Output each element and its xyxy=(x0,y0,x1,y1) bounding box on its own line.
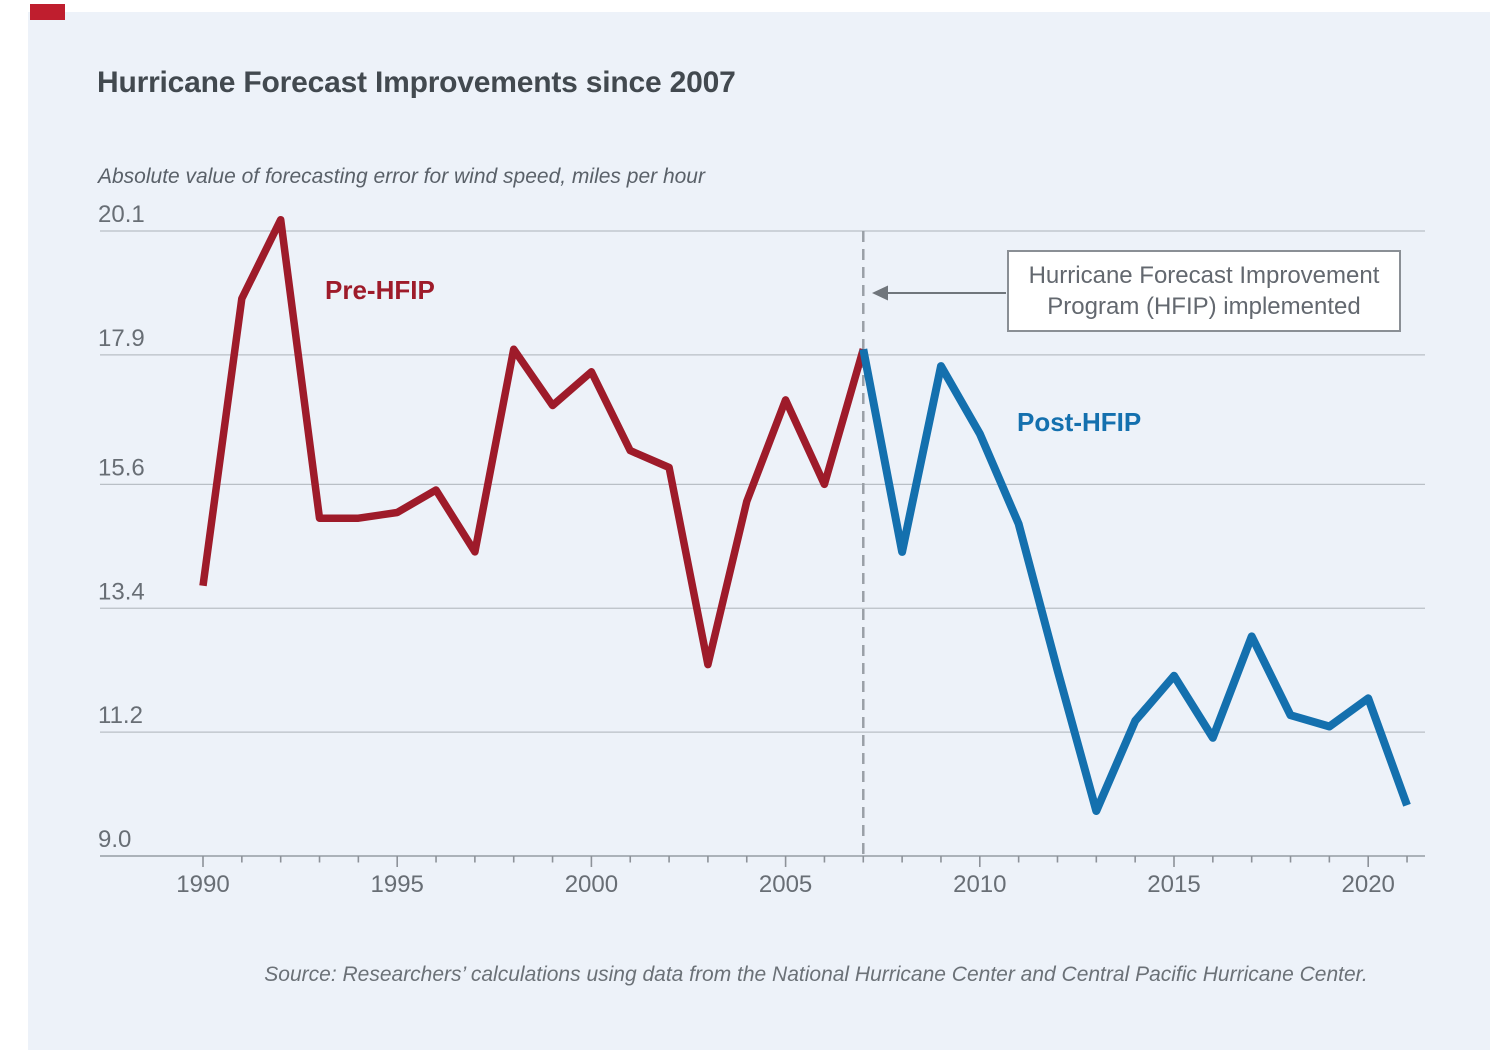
figure-panel xyxy=(28,12,1490,1050)
x-axis-tick-label: 1990 xyxy=(176,871,229,898)
series-label-pre-hfip: Pre-HFIP xyxy=(325,275,435,305)
annotation-line-1: Hurricane Forecast Improvement xyxy=(1028,262,1380,289)
x-axis-tick-label: 2010 xyxy=(953,871,1006,898)
chart-subtitle: Absolute value of forecasting error for … xyxy=(98,165,705,188)
x-axis-tick-label: 2015 xyxy=(1147,871,1200,898)
y-axis-tick-label: 11.2 xyxy=(98,702,143,729)
annotation-box: Hurricane Forecast Improvement Program (… xyxy=(1007,250,1401,332)
y-axis-tick-label: 17.9 xyxy=(98,325,145,352)
source-note: Source: Researchers’ calculations using … xyxy=(264,963,1368,986)
x-axis-tick-label: 2005 xyxy=(759,871,812,898)
y-axis-tick-label: 15.6 xyxy=(98,454,145,481)
x-axis-tick-label: 1995 xyxy=(371,871,424,898)
brand-mark xyxy=(30,4,65,20)
x-axis-tick-label: 2000 xyxy=(565,871,618,898)
pre-hfip-line xyxy=(199,215,867,669)
series-label-post-hfip: Post-HFIP xyxy=(1017,407,1142,437)
y-axis-tick-label: 9.0 xyxy=(98,826,131,853)
post-hfip-line xyxy=(859,348,1411,815)
y-axis-tick-label: 20.1 xyxy=(98,201,145,228)
x-axis-tick-label: 2020 xyxy=(1342,871,1395,898)
page-title: Hurricane Forecast Improvements since 20… xyxy=(97,66,736,99)
annotation-line-2: Program (HFIP) implemented xyxy=(1047,293,1361,320)
annotation-arrow-head xyxy=(872,285,888,301)
y-axis-tick-label: 13.4 xyxy=(98,578,145,605)
